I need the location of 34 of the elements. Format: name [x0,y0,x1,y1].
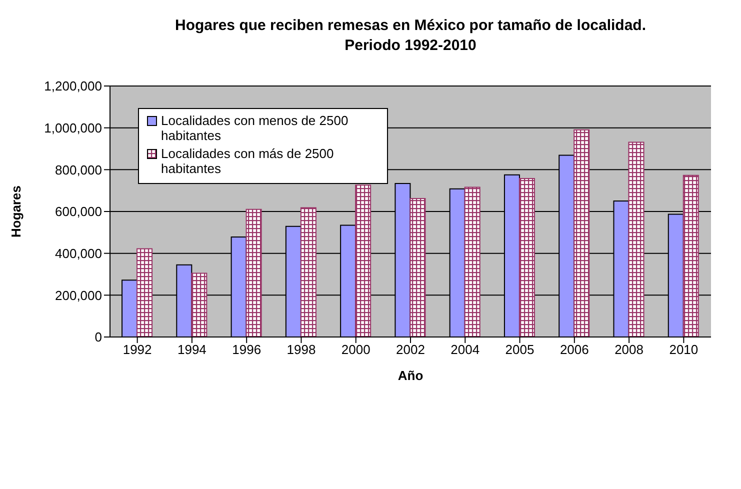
x-tick-label: 2000 [341,342,370,358]
x-tick-label: 1996 [232,342,262,358]
y-tick-label: 1,000,000 [44,120,102,136]
bar [355,184,372,337]
bar [518,178,535,337]
bar [628,142,644,337]
bar [246,208,262,337]
x-tick-label: 2010 [669,342,698,358]
bar [300,207,316,337]
x-tick-label: 1994 [177,342,206,358]
y-tick-label: 400,000 [55,246,102,261]
x-tick-label: 2008 [614,342,644,358]
bar [464,186,480,337]
legend-label: Localidades con más de 2500 habitantes [161,146,335,176]
y-tick-label: 600,000 [55,204,102,220]
x-tick-label: 2005 [505,342,534,358]
y-tick-label: 200,000 [55,288,102,303]
bar [191,272,208,337]
chart-title: Hogares que reciben remesas en México por tamaño de localidad. Periodo 1992-2010 [174,16,647,56]
y-tick-label: 1,200,000 [44,78,102,94]
legend-label: Localidades con menos de 2500 habitantes [161,113,350,143]
y-axis-title: Hogares [8,185,24,238]
bar [682,174,699,337]
x-tick-label: 2002 [396,342,425,358]
bar [574,129,590,337]
x-tick-label: 1998 [286,342,316,358]
bar [410,198,426,337]
x-tick-label: 1992 [122,342,152,358]
y-tick-label: 0 [94,330,102,345]
x-tick-label: 2006 [560,342,589,358]
bar [136,248,153,337]
x-tick-label: 2004 [450,342,480,358]
y-tick-label: 800,000 [55,162,102,178]
x-axis-title: Año [398,368,424,383]
